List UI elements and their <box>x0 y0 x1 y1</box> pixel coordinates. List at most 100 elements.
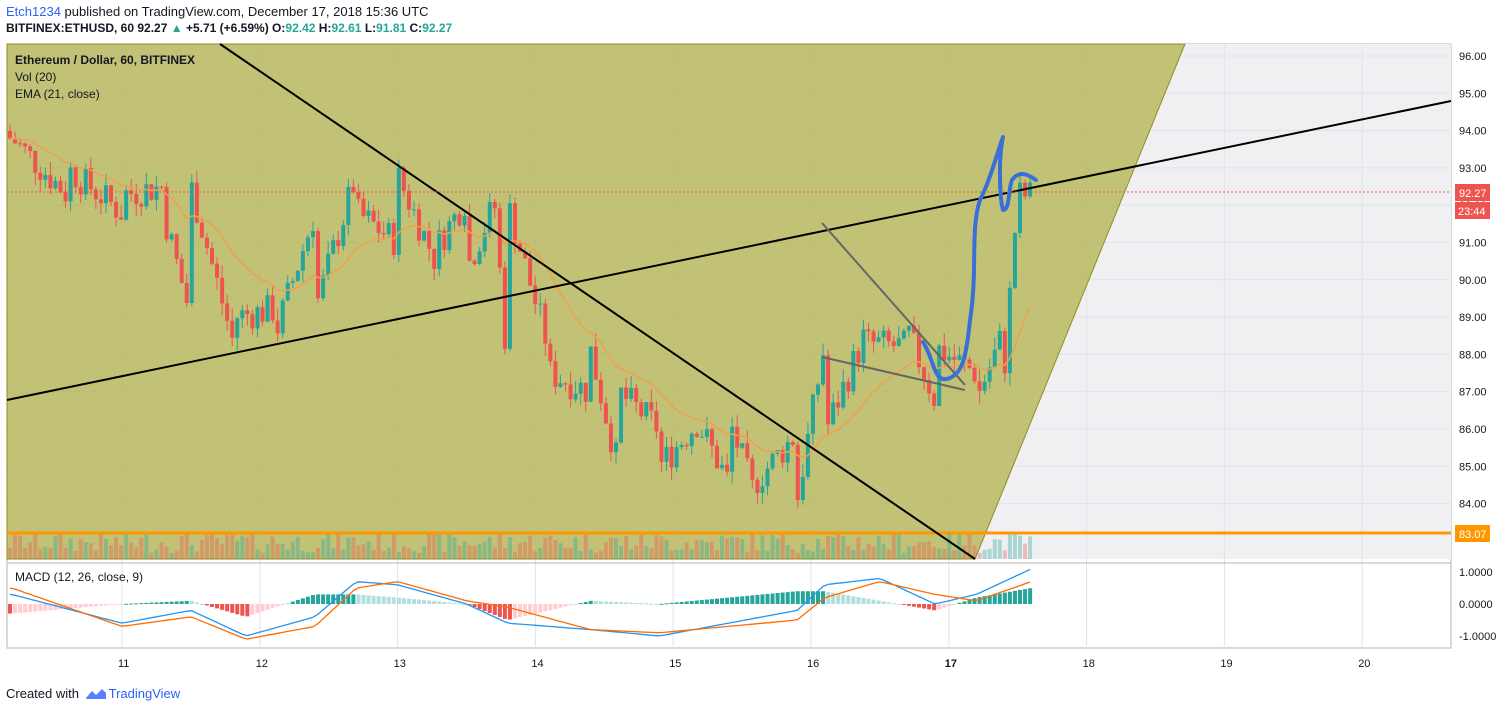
y-tick-label: 95.00 <box>1459 88 1487 100</box>
macd-hist-bar <box>321 594 326 604</box>
volume-bar <box>947 531 952 559</box>
flag-line-bottom[interactable] <box>821 356 966 391</box>
candle-body <box>967 359 972 368</box>
volume-bar <box>720 535 725 559</box>
macd-hist-bar <box>528 604 533 615</box>
macd-hist-bar <box>866 598 871 604</box>
macd-hist-bar <box>962 601 967 604</box>
candle-body <box>43 174 48 180</box>
candle-body <box>482 233 487 252</box>
macd-hist-bar <box>33 604 38 612</box>
macd-hist-bar <box>942 604 947 608</box>
tradingview-link[interactable]: TradingView <box>108 686 181 701</box>
candle-body <box>68 167 73 202</box>
volume-bar <box>896 534 901 559</box>
candle-body <box>942 345 947 361</box>
candle-body <box>538 303 543 305</box>
volume-bar <box>932 547 937 559</box>
candle-body <box>1002 330 1007 374</box>
candle-body <box>194 182 199 223</box>
open-label: O: <box>272 21 286 35</box>
candle-body <box>346 186 351 225</box>
macd-hist-bar <box>780 592 785 604</box>
volume-bar <box>755 550 760 559</box>
volume-bar <box>28 542 33 559</box>
candle-body <box>265 295 270 322</box>
tradingview-logo-icon <box>85 689 106 699</box>
macd-hist-bar <box>316 594 321 604</box>
annotation-path[interactable] <box>921 135 1038 382</box>
candle-body <box>427 231 432 249</box>
x-tick-label: 18 <box>1083 658 1095 670</box>
macd-hist-bar <box>911 604 916 607</box>
macd-hist-bar <box>159 602 164 604</box>
volume-bar <box>235 540 240 559</box>
trendline-descending[interactable] <box>219 43 976 560</box>
macd-legend[interactable]: MACD (12, 26, close, 9) <box>15 570 144 584</box>
flag-line-top[interactable] <box>821 222 966 386</box>
volume-bar <box>427 533 432 559</box>
candle-body <box>8 130 12 139</box>
candle-body <box>472 260 477 265</box>
volume-bar <box>134 547 139 559</box>
macd-hist-bar <box>785 592 790 604</box>
volume-bar <box>957 533 962 559</box>
macd-hist-bar <box>861 597 866 604</box>
volume-bar <box>366 541 371 559</box>
candle-body <box>371 210 376 222</box>
volume-bar <box>553 540 558 559</box>
macd-hist-bar <box>593 601 598 604</box>
volume-bar <box>184 532 189 559</box>
y-tick-label: 84.00 <box>1459 499 1487 511</box>
ema-legend[interactable]: EMA (21, close) <box>15 87 100 101</box>
candle-body <box>442 230 447 250</box>
volume-bars <box>8 531 1033 559</box>
trendline-ascending[interactable] <box>6 100 1452 401</box>
volume-bar <box>311 552 315 559</box>
volume-bar <box>457 545 462 559</box>
volume-bar <box>598 550 603 559</box>
candle-body <box>119 217 124 220</box>
candle-body <box>437 230 442 270</box>
macd-hist-bar <box>134 603 139 605</box>
volume-bar <box>412 550 416 559</box>
volume-bar <box>942 549 947 559</box>
candle-body <box>922 367 927 380</box>
candle-body <box>220 277 225 304</box>
volume-bar <box>351 537 356 559</box>
high-value: 92.61 <box>331 21 362 35</box>
candle-body <box>98 199 103 204</box>
volume-bar <box>608 537 613 559</box>
macd-hist-bar <box>275 604 280 607</box>
volume-bar <box>220 543 225 559</box>
volume-legend[interactable]: Vol (20) <box>15 70 57 84</box>
volume-bar <box>866 543 871 559</box>
volume-bar <box>583 533 588 559</box>
candle-body <box>311 231 315 238</box>
volume-bar <box>33 531 38 559</box>
candle-body <box>992 349 997 368</box>
volume-bar <box>836 531 841 559</box>
created-with: Created with <box>6 686 79 701</box>
candle-body <box>891 341 896 347</box>
macd-hist-bar <box>295 599 300 604</box>
candle-body <box>83 167 88 195</box>
macd-hist-bar <box>482 604 487 612</box>
volume-bar <box>937 548 942 559</box>
macd-hist-bar <box>513 604 517 619</box>
volume-bar <box>699 539 704 559</box>
volume-bar <box>911 546 916 559</box>
macd-hist-bar <box>533 604 538 614</box>
macd-hist-bar <box>967 599 972 604</box>
macd-hist-bar <box>245 604 250 617</box>
macd-hist-bar <box>462 603 467 605</box>
volume-bar <box>987 548 992 559</box>
volume-bar <box>588 548 593 559</box>
volume-bar <box>654 535 659 559</box>
author-link[interactable]: Etch1234 <box>6 4 61 19</box>
volume-bar <box>83 542 88 559</box>
volume-bar <box>846 545 851 559</box>
macd-hist-bar <box>412 599 416 604</box>
candle-body <box>169 234 174 240</box>
